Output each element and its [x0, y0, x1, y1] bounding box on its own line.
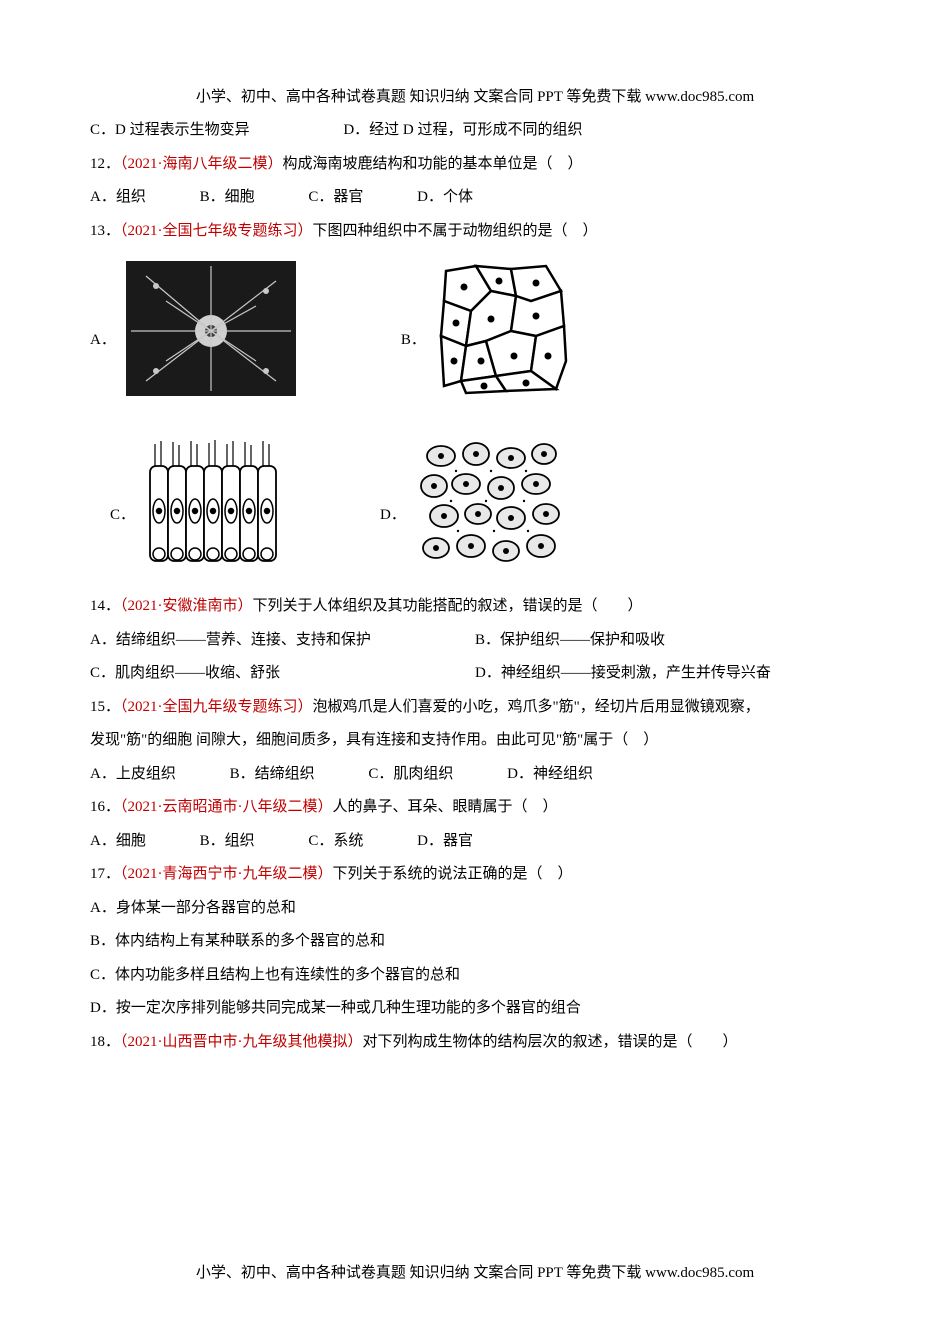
- q11-option-c: C．D 过程表示生物变异: [90, 115, 250, 147]
- q16-source: （2021·云南昭通市·八年级二模）: [120, 799, 333, 815]
- q14-option-d: D．神经组织——接受刺激，产生并传导兴奋: [475, 658, 860, 690]
- q11-option-d: D．经过 D 过程，可形成不同的组织: [343, 115, 582, 147]
- q13-text: 下图四种组织中不属于动物组织的是（ ）: [313, 223, 598, 239]
- q13-item-d: D．: [380, 436, 566, 571]
- q15-source: （2021·全国九年级专题练习）: [120, 699, 313, 715]
- q13-label-c: C．: [110, 500, 135, 532]
- header-text: 小学、初中、高中各种试卷真题 知识归纳 文案合同 PPT 等免费下载 www.d…: [196, 89, 754, 105]
- q17-source: （2021·青海西宁市·九年级二模）: [120, 866, 333, 882]
- page-header: 小学、初中、高中各种试卷真题 知识归纳 文案合同 PPT 等免费下载 www.d…: [0, 82, 950, 114]
- q12-num: 12．: [90, 156, 120, 172]
- q18-source: （2021·山西晋中市·九年级其他模拟）: [120, 1034, 363, 1050]
- q15-options: A．上皮组织 B．结缔组织 C．肌肉组织 D．神经组织: [90, 759, 860, 791]
- q17-text: 下列关于系统的说法正确的是（ ）: [333, 866, 573, 882]
- q18-text: 对下列构成生物体的结构层次的叙述，错误的是（ ）: [363, 1034, 738, 1050]
- main-content: C．D 过程表示生物变异 D．经过 D 过程，可形成不同的组织 12．（2021…: [90, 115, 860, 1058]
- q16-num: 16．: [90, 799, 120, 815]
- q17-stem: 17．（2021·青海西宁市·九年级二模）下列关于系统的说法正确的是（ ）: [90, 859, 860, 891]
- q12-option-c: C．器官: [308, 182, 363, 214]
- q13-item-c: C．: [110, 436, 285, 571]
- q12-option-a: A．组织: [90, 182, 146, 214]
- q15-num: 15．: [90, 699, 120, 715]
- q17-num: 17．: [90, 866, 120, 882]
- q15-option-a: A．上皮组织: [90, 759, 176, 791]
- q13-row-1: A．: [90, 261, 860, 396]
- q15-text2: 发现"筋"的细胞 间隙大，细胞间质多，具有连接和支持作用。由此可见"筋"属于（ …: [90, 732, 658, 748]
- q16-option-a: A．细胞: [90, 826, 146, 858]
- q13-label-b: B．: [401, 325, 426, 357]
- q15-stem-line2: 发现"筋"的细胞 间隙大，细胞间质多，具有连接和支持作用。由此可见"筋"属于（ …: [90, 725, 860, 757]
- q14-num: 14．: [90, 598, 120, 614]
- q15-text1: 泡椒鸡爪是人们喜爱的小吃，鸡爪多"筋"，经切片后用显微镜观察，: [313, 699, 760, 715]
- q12-source: （2021·海南八年级二模）: [120, 156, 283, 172]
- q13-row-2: C．: [90, 436, 860, 571]
- q16-option-c: C．系统: [308, 826, 363, 858]
- epithelial-tissue-image: [145, 436, 285, 571]
- q13-label-a: A．: [90, 325, 116, 357]
- q12-stem: 12．（2021·海南八年级二模）构成海南坡鹿结构和功能的基本单位是（ ）: [90, 149, 860, 181]
- q14-stem: 14．（2021·安徽淮南市）下列关于人体组织及其功能搭配的叙述，错误的是（ ）: [90, 591, 860, 623]
- q12-option-d: D．个体: [417, 182, 473, 214]
- q17-option-d: D．按一定次序排列能够共同完成某一种或几种生理功能的多个器官的组合: [90, 993, 860, 1025]
- q13-source: （2021·全国七年级专题练习）: [120, 223, 313, 239]
- q15-stem-line1: 15．（2021·全国九年级专题练习）泡椒鸡爪是人们喜爱的小吃，鸡爪多"筋"，经…: [90, 692, 860, 724]
- q11-options-cd: C．D 过程表示生物变异 D．经过 D 过程，可形成不同的组织: [90, 115, 860, 147]
- q14-options-cd: C．肌肉组织——收缩、舒张 D．神经组织——接受刺激，产生并传导兴奋: [90, 658, 860, 690]
- q14-option-a: A．结缔组织——营养、连接、支持和保护: [90, 625, 475, 657]
- q14-option-b: B．保护组织——保护和吸收: [475, 625, 860, 657]
- q14-options-ab: A．结缔组织——营养、连接、支持和保护 B．保护组织——保护和吸收: [90, 625, 860, 657]
- q17-option-a: A．身体某一部分各器官的总和: [90, 893, 860, 925]
- q12-option-b: B．细胞: [200, 182, 255, 214]
- q12-options: A．组织 B．细胞 C．器官 D．个体: [90, 182, 860, 214]
- q14-text: 下列关于人体组织及其功能搭配的叙述，错误的是（ ）: [253, 598, 643, 614]
- q18-num: 18．: [90, 1034, 120, 1050]
- q14-source: （2021·安徽淮南市）: [120, 598, 253, 614]
- plant-tissue-image: [436, 261, 571, 396]
- q17-option-b: B．体内结构上有某种联系的多个器官的总和: [90, 926, 860, 958]
- connective-tissue-image: [416, 436, 566, 571]
- q13-stem: 13．（2021·全国七年级专题练习）下图四种组织中不属于动物组织的是（ ）: [90, 216, 860, 248]
- q13-item-b: B．: [401, 261, 571, 396]
- q14-option-c: C．肌肉组织——收缩、舒张: [90, 658, 475, 690]
- q18-stem: 18．（2021·山西晋中市·九年级其他模拟）对下列构成生物体的结构层次的叙述，…: [90, 1027, 860, 1059]
- footer-text: 小学、初中、高中各种试卷真题 知识归纳 文案合同 PPT 等免费下载 www.d…: [196, 1265, 754, 1281]
- q13-image-grid: A．: [90, 261, 860, 571]
- q12-text: 构成海南坡鹿结构和功能的基本单位是（ ）: [283, 156, 583, 172]
- q16-option-b: B．组织: [200, 826, 255, 858]
- q16-stem: 16．（2021·云南昭通市·八年级二模）人的鼻子、耳朵、眼睛属于（ ）: [90, 792, 860, 824]
- q17-option-c: C．体内功能多样且结构上也有连续性的多个器官的总和: [90, 960, 860, 992]
- q13-num: 13．: [90, 223, 120, 239]
- q13-label-d: D．: [380, 500, 406, 532]
- q15-option-b: B．结缔组织: [230, 759, 315, 791]
- q15-option-c: C．肌肉组织: [368, 759, 453, 791]
- q13-item-a: A．: [90, 261, 296, 396]
- q16-text: 人的鼻子、耳朵、眼睛属于（ ）: [333, 799, 558, 815]
- nerve-tissue-image: [126, 261, 296, 396]
- q16-option-d: D．器官: [417, 826, 473, 858]
- q15-option-d: D．神经组织: [507, 759, 593, 791]
- q16-options: A．细胞 B．组织 C．系统 D．器官: [90, 826, 860, 858]
- page-footer: 小学、初中、高中各种试卷真题 知识归纳 文案合同 PPT 等免费下载 www.d…: [0, 1258, 950, 1290]
